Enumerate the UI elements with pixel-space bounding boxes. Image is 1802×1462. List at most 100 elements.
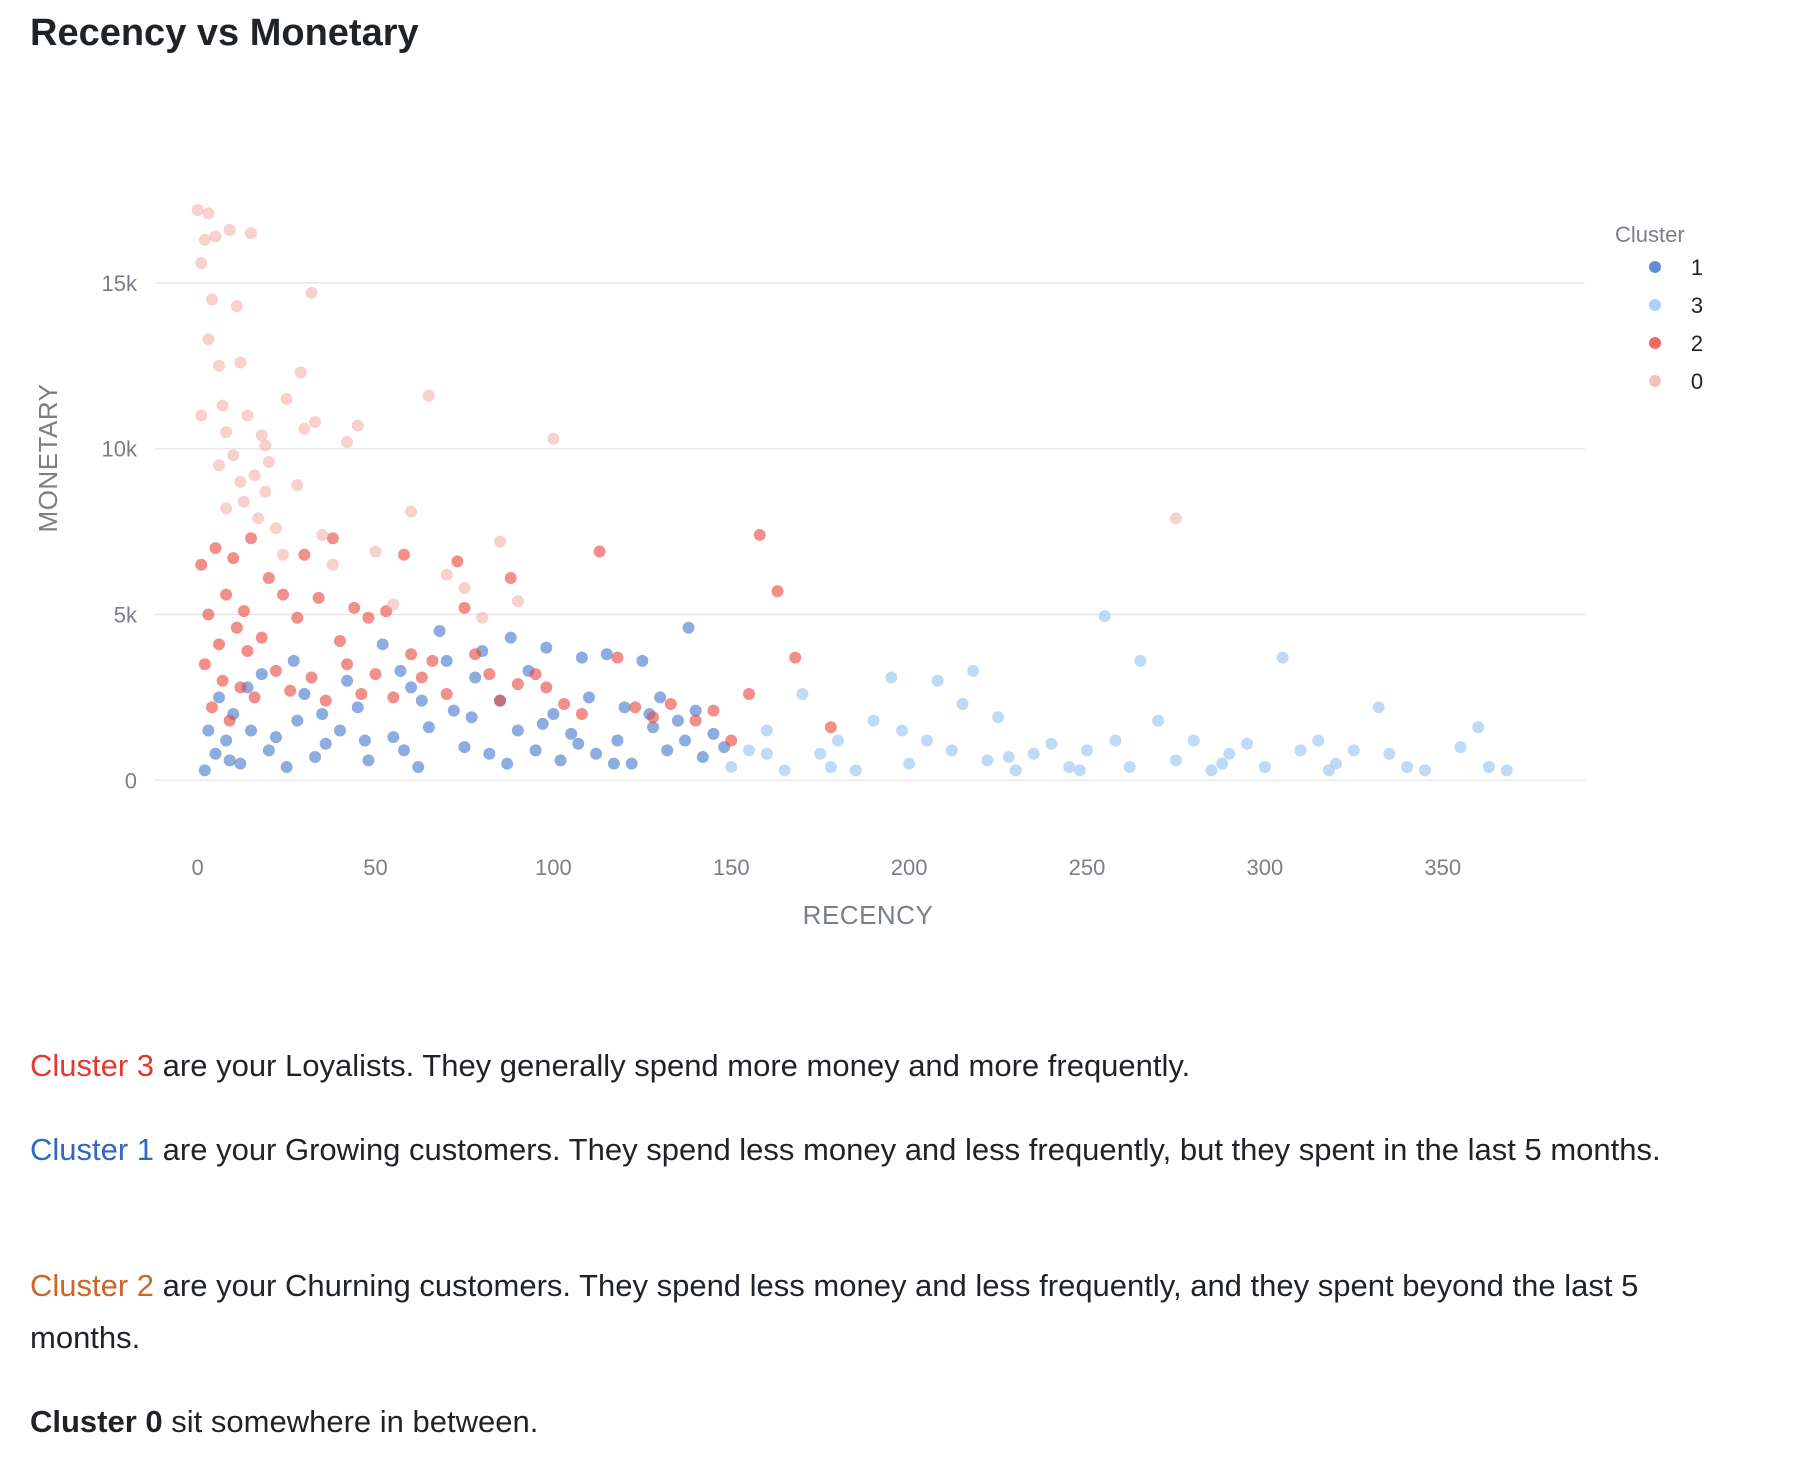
data-point [554, 754, 567, 767]
data-point [316, 528, 329, 541]
data-point [483, 668, 496, 681]
data-point [1312, 734, 1325, 747]
data-point [202, 207, 215, 220]
data-point [465, 711, 478, 724]
data-point [351, 701, 364, 714]
data-point [1169, 512, 1182, 525]
data-point [309, 751, 322, 764]
data-point [504, 631, 517, 644]
data-point [415, 694, 428, 707]
data-point [277, 548, 290, 561]
data-point [269, 731, 282, 744]
cluster-1-label: Cluster 1 [30, 1132, 155, 1167]
data-point [1098, 610, 1111, 623]
legend-marker [1649, 299, 1661, 311]
data-point [611, 651, 624, 664]
data-point [547, 432, 560, 445]
data-point [213, 691, 226, 704]
data-point [661, 744, 674, 757]
data-point [1472, 721, 1485, 734]
data-point [511, 595, 524, 608]
data-point [248, 469, 261, 482]
data-point [202, 333, 215, 346]
data-point [1045, 737, 1058, 750]
data-point [269, 664, 282, 677]
data-point [351, 419, 364, 432]
data-point [814, 747, 827, 760]
data-point [1027, 747, 1040, 760]
data-point [405, 648, 418, 661]
data-point [227, 552, 240, 565]
data-point [956, 698, 969, 710]
data-point [277, 588, 290, 601]
legend-label: 3 [1691, 293, 1703, 318]
data-point [255, 429, 268, 442]
data-point [213, 359, 226, 372]
data-point [725, 761, 738, 773]
data-point [209, 747, 222, 760]
data-point [319, 737, 332, 750]
cluster-0-text: sit somewhere in between. [162, 1404, 539, 1439]
data-point [237, 605, 250, 618]
data-point [590, 747, 603, 760]
data-point [223, 754, 236, 767]
data-point [771, 585, 784, 598]
data-point [262, 455, 275, 468]
data-point [220, 588, 233, 601]
data-point [234, 356, 247, 369]
data-point [245, 532, 258, 545]
data-point [824, 721, 837, 734]
data-point [1500, 764, 1513, 777]
data-point [1216, 757, 1229, 770]
data-point [824, 761, 837, 773]
data-point [198, 764, 211, 777]
data-point [931, 674, 944, 687]
data-point [319, 694, 332, 707]
y-axis-title: MONETARY [33, 384, 63, 533]
data-point [992, 711, 1005, 724]
data-point [611, 734, 624, 747]
data-point [234, 475, 247, 488]
data-point [216, 674, 229, 687]
data-point [707, 727, 720, 740]
data-point [1454, 741, 1467, 754]
data-point [458, 741, 471, 754]
legend-label: 2 [1691, 331, 1703, 356]
data-point [252, 512, 265, 525]
data-point [223, 223, 236, 236]
data-point [1187, 734, 1200, 747]
data-point [689, 714, 702, 727]
x-tick-label: 0 [192, 855, 204, 880]
legend-label: 1 [1691, 255, 1703, 280]
x-tick-label: 50 [363, 855, 387, 880]
data-point [262, 744, 275, 757]
data-point [494, 535, 507, 548]
cluster-1-text: are your Growing customers. They spend l… [154, 1132, 1661, 1167]
data-point [398, 548, 411, 561]
data-point [305, 286, 318, 299]
data-point [198, 658, 211, 671]
data-point [248, 691, 261, 704]
data-point [195, 558, 208, 571]
data-point [1205, 764, 1218, 777]
data-point [195, 257, 208, 269]
y-axis-ticks: 0 5k 10k 15k [102, 271, 138, 793]
data-point [483, 747, 496, 760]
data-point [387, 598, 400, 611]
data-point [422, 721, 435, 734]
data-point [540, 681, 553, 694]
paragraph-cluster-0: Cluster 0 sit somewhere in between. [30, 1396, 1730, 1448]
data-point [1347, 744, 1360, 757]
data-point [469, 648, 482, 661]
cluster-3-text: are your Loyalists. They generally spend… [154, 1048, 1191, 1083]
data-point [511, 678, 524, 691]
data-point [398, 744, 411, 757]
data-point [440, 654, 453, 667]
data-point [558, 698, 571, 710]
data-point [636, 654, 649, 667]
data-point [237, 495, 250, 508]
data-point [618, 701, 631, 714]
data-point [1152, 714, 1165, 727]
data-point [387, 731, 400, 744]
